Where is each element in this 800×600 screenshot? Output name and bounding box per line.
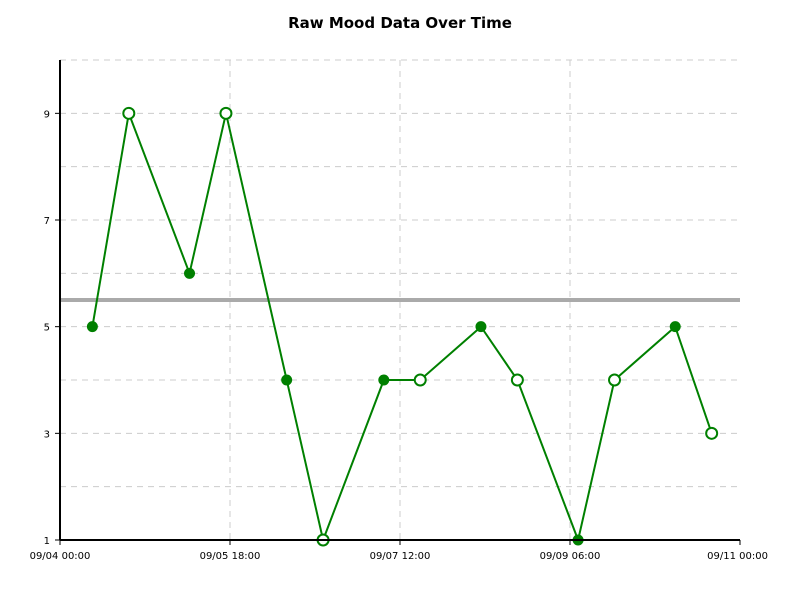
series-line: [91, 109, 713, 544]
y-tick-label: 1: [44, 536, 50, 547]
data-point-open: [219, 106, 233, 120]
data-point-filled: [184, 267, 196, 279]
data-point-open: [608, 373, 622, 387]
data-point-open: [705, 426, 719, 440]
data-point-filled: [86, 321, 98, 333]
x-tick-label: 09/11 00:00: [707, 551, 768, 562]
chart-title: Raw Mood Data Over Time: [288, 14, 512, 32]
y-tick-label: 7: [44, 216, 50, 227]
y-tick-label: 5: [44, 323, 50, 334]
y-tick-label: 9: [44, 109, 50, 120]
data-points: [86, 106, 719, 547]
x-tick-label: 09/07 12:00: [370, 551, 431, 562]
x-tick-label: 09/09 06:00: [540, 551, 601, 562]
data-point-open: [413, 373, 427, 387]
grid: [60, 59, 740, 540]
data-point-open: [510, 373, 524, 387]
data-point-filled: [669, 321, 681, 333]
data-point-filled: [475, 321, 487, 333]
x-tick-label: 09/05 18:00: [200, 551, 261, 562]
data-point-filled: [378, 374, 390, 386]
series-line-layer: [91, 109, 713, 544]
data-point-open: [122, 106, 136, 120]
tick-labels: 1 3 5 7 9 09/04 00:00 09/05 18:00 09/07 12:00 09…: [30, 109, 768, 562]
data-point-filled: [281, 374, 293, 386]
x-tick-label: 09/04 00:00: [30, 551, 91, 562]
axes: [55, 60, 741, 545]
y-tick-label: 3: [44, 429, 50, 440]
